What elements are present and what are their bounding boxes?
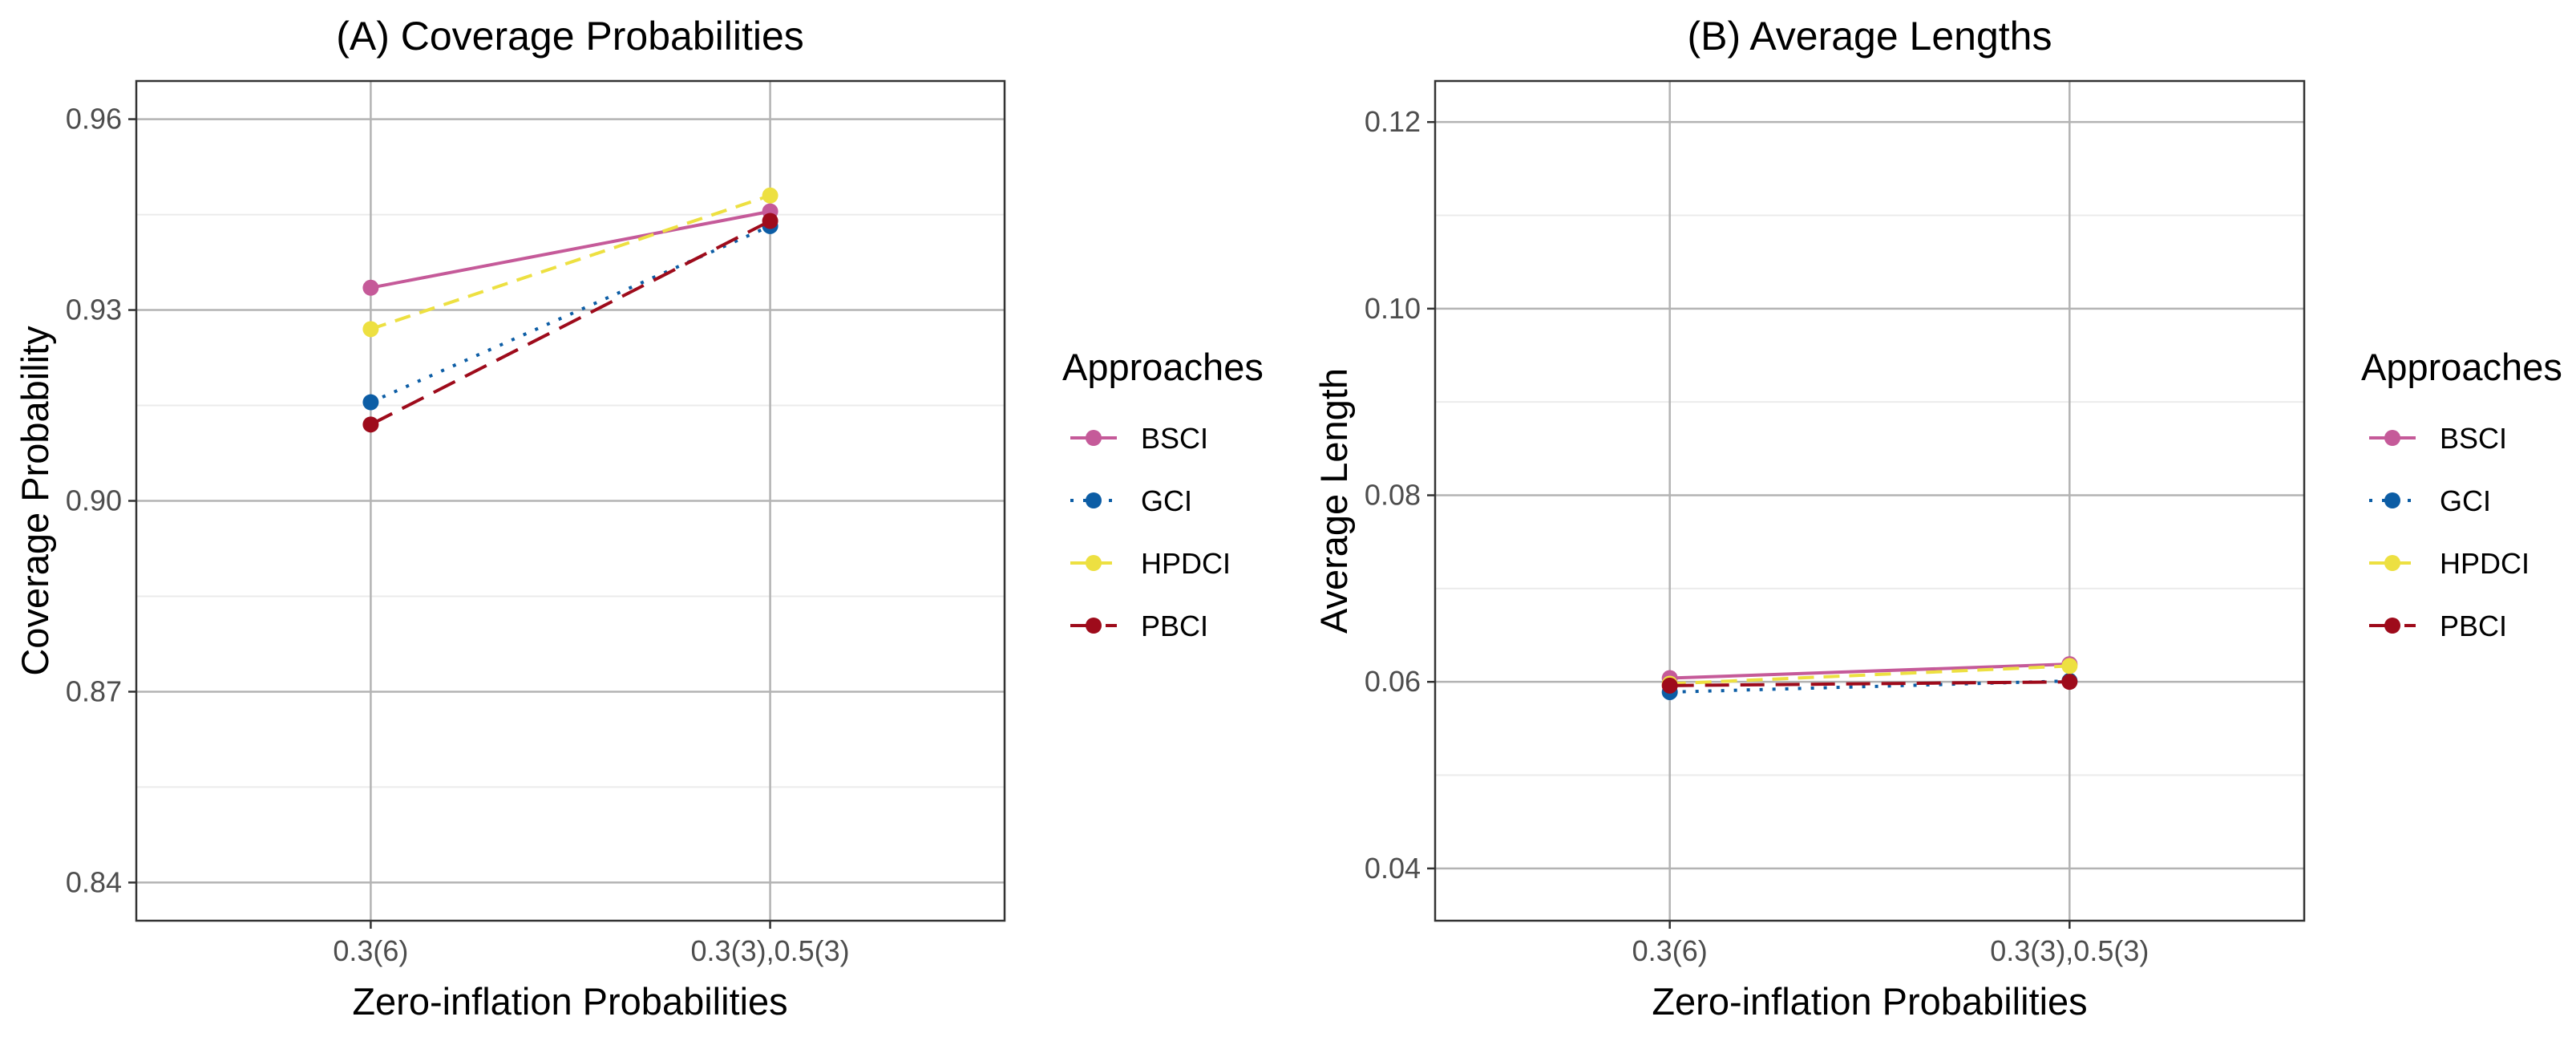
panel-a: 0.84 0.87 0.90 0.93 0.96 0.3(6) 0.3(3),0.5(3) (…	[14, 14, 1264, 1023]
legend: Approaches BSCI GCI HPDCI PBCI	[1062, 346, 1264, 642]
series-line	[1669, 680, 2070, 687]
series-line	[370, 209, 770, 290]
series-hpdci	[362, 187, 778, 338]
y-tick-label: 0.87	[66, 674, 122, 707]
data-point	[362, 279, 379, 296]
plot-background	[1435, 81, 2304, 921]
x-tick-label: 0.3(3),0.5(3)	[1990, 934, 2149, 967]
x-axis-title: Zero-inflation Probabilities	[352, 980, 787, 1023]
x-tick-label: 0.3(6)	[333, 934, 408, 967]
legend-label: BSCI	[2440, 422, 2507, 455]
series-line	[1669, 664, 2070, 686]
legend-key-point	[2384, 555, 2400, 571]
x-axis-title: Zero-inflation Probabilities	[1652, 980, 2087, 1023]
data-point	[362, 394, 379, 411]
series-line	[370, 193, 771, 331]
series-pbci	[1661, 674, 2078, 694]
data-point	[2061, 658, 2078, 674]
y-tick-label: 0.10	[1365, 292, 1421, 325]
y-tick-label: 0.04	[1365, 852, 1421, 885]
legend-label: PBCI	[2440, 610, 2507, 642]
chart-title: (A) Coverage Probabilities	[336, 14, 804, 59]
legend-key-point	[1086, 555, 1102, 571]
data-point	[2061, 674, 2078, 691]
series-line	[1669, 679, 2070, 694]
legend-key-point	[2384, 492, 2400, 508]
legend-key-point	[2384, 618, 2400, 634]
y-tick-label: 0.90	[66, 484, 122, 517]
panel-border	[1434, 79, 2306, 922]
y-axis-title: Coverage Probability	[14, 326, 56, 676]
data-point	[762, 213, 778, 229]
legend-key-point	[1086, 618, 1102, 634]
legend-label: BSCI	[1141, 422, 1208, 455]
legend-key-point	[2384, 430, 2400, 446]
legend-label: HPDCI	[1141, 547, 1231, 580]
y-tick-label: 0.96	[66, 103, 122, 136]
y-tick-label: 0.84	[66, 865, 122, 898]
legend-key-point	[1086, 430, 1102, 446]
data-point	[362, 416, 379, 433]
chart-title: (B) Average Lengths	[1688, 14, 2052, 59]
series-pbci	[362, 213, 778, 433]
legend-label: GCI	[1141, 484, 1192, 517]
y-tick-label: 0.12	[1365, 105, 1421, 138]
series-line	[370, 219, 771, 427]
legend-key-point	[1086, 492, 1102, 508]
series-line	[370, 225, 771, 404]
legend-title: Approaches	[2361, 346, 2562, 388]
y-tick-label: 0.93	[66, 294, 122, 326]
y-tick-label: 0.08	[1365, 479, 1421, 512]
data-point	[1661, 677, 1678, 694]
legend-label: GCI	[2440, 484, 2491, 517]
x-tick-label: 0.3(3),0.5(3)	[691, 934, 850, 967]
y-axis-title: Average Length	[1312, 368, 1355, 634]
x-tick-label: 0.3(6)	[1632, 934, 1708, 967]
data-point	[762, 187, 778, 204]
legend-title: Approaches	[1062, 346, 1264, 388]
data-point	[362, 321, 379, 338]
panel-border	[135, 79, 1006, 922]
legend-label: HPDCI	[2440, 547, 2529, 580]
series-line	[1669, 662, 2070, 680]
y-tick-label: 0.06	[1365, 665, 1421, 698]
panel-b: 0.04 0.06 0.08 0.10 0.12 0.3(6) 0.3(3),0.5(3) (…	[1312, 14, 2562, 1023]
legend-label: PBCI	[1141, 610, 1208, 642]
legend: Approaches BSCI GCI HPDCI PBCI	[2361, 346, 2562, 642]
